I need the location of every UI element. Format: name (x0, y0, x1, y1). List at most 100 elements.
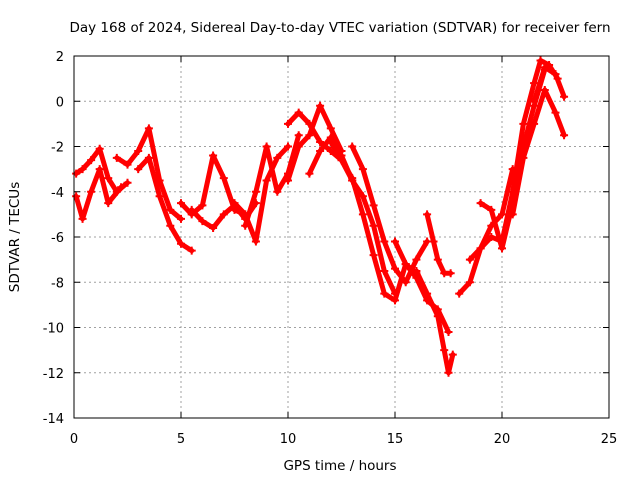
data-point (444, 368, 453, 377)
data-point (326, 137, 335, 146)
data-point (104, 199, 113, 208)
data-point (166, 205, 175, 214)
data-point (117, 183, 126, 192)
data-point (251, 187, 260, 196)
data-point (72, 192, 81, 201)
data-point (519, 153, 528, 162)
data-point (540, 85, 549, 94)
data-point (294, 108, 303, 117)
data-point (498, 237, 506, 246)
data-point (230, 199, 239, 208)
data-point (273, 187, 282, 196)
series-arc-13 (349, 144, 430, 285)
data-point (551, 108, 560, 117)
data-point (316, 147, 325, 156)
series-group (72, 56, 569, 377)
data-point (498, 244, 506, 253)
data-point (348, 142, 357, 151)
data-point (284, 142, 292, 151)
data-point (155, 192, 164, 201)
series-arc-15 (413, 268, 456, 376)
data-point (305, 131, 314, 140)
data-point (316, 101, 325, 110)
data-point (144, 153, 153, 162)
data-point (560, 92, 569, 101)
data-point (337, 156, 346, 165)
data-point (144, 124, 153, 133)
data-point (369, 221, 378, 230)
data-point (198, 201, 207, 210)
y-tick-label: -8 (51, 276, 64, 291)
x-tick-label: 5 (177, 432, 185, 447)
data-point (134, 165, 143, 174)
data-point (198, 217, 207, 226)
data-point (262, 176, 271, 185)
data-point (87, 156, 96, 165)
y-tick-label: -14 (43, 412, 64, 427)
data-point (104, 174, 113, 183)
axis-ticks (73, 55, 610, 419)
series-arc-22 (531, 64, 567, 104)
data-point (294, 142, 303, 151)
data-point (187, 246, 196, 255)
y-tick-label: -6 (51, 231, 64, 246)
data-point (519, 119, 528, 128)
data-point (177, 239, 185, 248)
data-point (123, 178, 132, 187)
data-point (536, 56, 545, 65)
data-point (305, 119, 314, 128)
x-axis-label: GPS time / hours (283, 458, 396, 474)
data-point (423, 210, 432, 219)
x-tick-labels: 0 5 10 15 20 25 (70, 432, 617, 447)
series-arc-9 (285, 103, 344, 183)
data-point (380, 237, 389, 246)
data-point (412, 266, 421, 275)
y-axis-label: SDTVAR / TECUs (7, 182, 23, 292)
series-arc-21 (510, 87, 567, 217)
data-point (446, 269, 455, 278)
data-point (487, 205, 496, 214)
data-point (358, 165, 367, 174)
data-point (219, 174, 228, 183)
data-point (305, 169, 314, 178)
x-tick-label: 20 (494, 432, 511, 447)
data-point (476, 199, 485, 208)
data-point (391, 264, 399, 273)
data-point (95, 144, 104, 153)
series-arc-3 (114, 125, 184, 222)
data-point (433, 255, 442, 264)
data-point (444, 328, 453, 337)
data-point (498, 210, 506, 219)
data-point (530, 97, 539, 106)
data-point (123, 160, 132, 169)
y-tick-label: -12 (43, 367, 64, 382)
y-tick-label: -2 (51, 141, 64, 156)
data-point (177, 199, 185, 208)
series-arc-7 (232, 144, 291, 244)
data-point (358, 192, 367, 201)
data-point (358, 210, 367, 219)
series-arc-2 (73, 166, 124, 222)
data-point (412, 255, 421, 264)
data-point (262, 142, 271, 151)
data-point (401, 278, 410, 287)
y-tick-label: -4 (51, 186, 64, 201)
y-tick-labels: -14 -12 -10 -8 -6 -4 -2 0 2 (43, 50, 64, 427)
data-point (440, 346, 449, 355)
data-point (530, 79, 539, 88)
y-tick-label: 0 (56, 95, 64, 110)
data-point (294, 131, 303, 140)
x-tick-label: 0 (70, 432, 78, 447)
data-point (166, 221, 175, 230)
data-point (78, 165, 87, 174)
data-point (316, 137, 325, 146)
data-point (219, 210, 228, 219)
data-point (508, 210, 517, 219)
data-point (551, 70, 560, 79)
chart-title: Day 168 of 2024, Sidereal Day-to-day VTE… (69, 20, 610, 36)
data-point (284, 176, 292, 185)
data-point (251, 237, 260, 246)
data-point (540, 63, 549, 72)
data-point (476, 244, 485, 253)
